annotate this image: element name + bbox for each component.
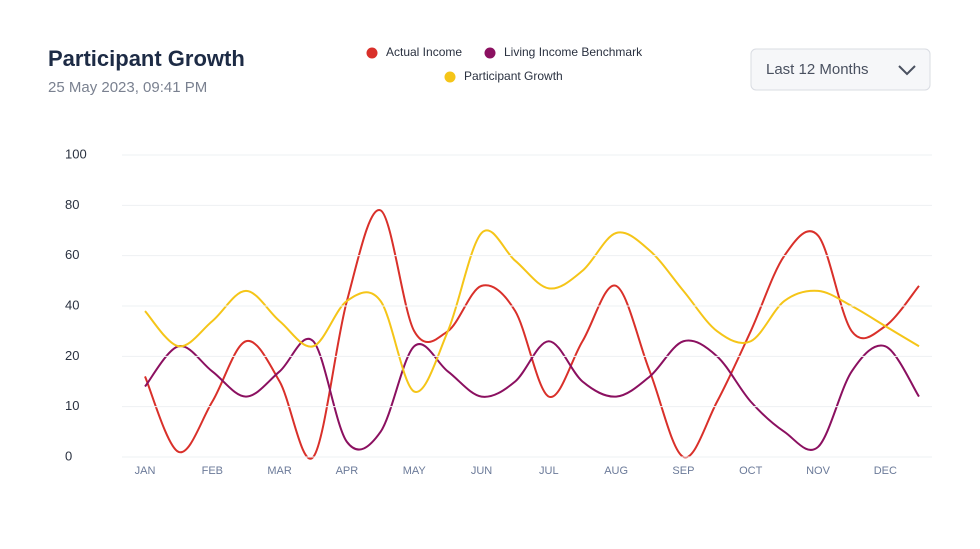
y-tick-label: 0 [65,448,72,463]
x-tick-label: DEC [874,465,897,477]
chart-title: Participant Growth [48,46,245,71]
x-tick-label: FEB [202,465,223,477]
series-line [144,337,920,451]
y-tick-label: 10 [65,398,79,413]
period-dropdown[interactable] [750,48,931,91]
chart-subtitle: 25 May 2023, 09:41 PM [48,79,207,96]
plot [144,209,920,460]
dropdown-chevron [898,65,916,76]
x-tick-label: OCT [739,465,763,477]
x-tick-label: JUL [539,465,559,477]
x-tick-label: MAR [267,465,292,477]
y-tick-label: 100 [65,146,87,161]
x-tick-label: JAN [135,465,156,477]
series-line [144,209,920,460]
y-tick-label: 60 [65,247,79,262]
x-tick-label: JUN [471,465,492,477]
legend: Actual Income Living Income Benchmark Part… [366,45,643,83]
x-tick-label: SEP [672,465,694,477]
y-tick-label: 20 [65,348,79,363]
legend-label: Actual Income [386,45,462,59]
x-tick-label: MAY [403,465,427,477]
y-tick-label: 80 [65,197,79,212]
legend-swatch [484,47,496,59]
x-tick-label: APR [336,465,359,477]
legend-swatch [366,47,378,59]
x-tick-label: AUG [604,465,628,477]
period-label[interactable]: Last 12 Months [766,61,869,78]
legend-label: Living Income Benchmark [504,45,643,59]
x-tick-label: NOV [806,465,831,477]
legend-swatch [444,71,456,83]
series-line [144,229,920,393]
y-tick-label: 40 [65,297,79,312]
legend-label: Participant Growth [464,69,563,83]
